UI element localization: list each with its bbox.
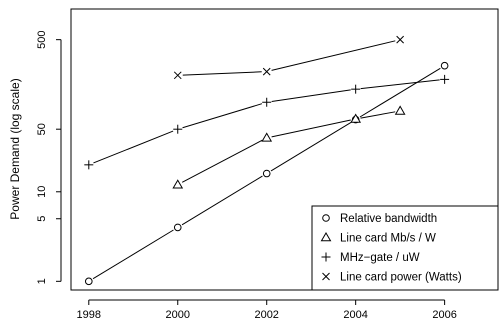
- series-layer: [84, 35, 450, 286]
- legend-marker: [322, 214, 330, 222]
- series-triangle: [172, 105, 406, 189]
- legend-item: Relative bandwidth: [322, 213, 437, 225]
- series-line-segment: [92, 229, 174, 280]
- series-line-segment: [271, 40, 396, 71]
- data-point: [394, 105, 406, 115]
- data-point: [262, 97, 272, 107]
- series-line-segment: [182, 103, 263, 129]
- axes: 1998 2000 2002 2004 2006 1 5 10 50 500: [36, 30, 457, 320]
- legend-label: MHz−gate / uW: [340, 252, 420, 264]
- x-tick-label: 1998: [77, 309, 101, 320]
- legend-item: MHz−gate / uW: [321, 252, 420, 264]
- data-point: [261, 132, 273, 142]
- legend-marker: [321, 252, 331, 262]
- x-tick-label: 2004: [343, 309, 367, 320]
- data-point: [173, 71, 182, 80]
- data-point: [440, 61, 449, 70]
- series-line-segment: [271, 89, 351, 103]
- legend-box: [311, 205, 499, 291]
- plot-frame: [70, 8, 499, 291]
- series-line-segment: [181, 139, 263, 183]
- legend-item: Line card Mb/s / W: [320, 231, 436, 245]
- y-axis-title: Power Demand (log scale): [8, 78, 22, 219]
- data-point: [172, 179, 184, 189]
- series-line-segment: [271, 119, 351, 138]
- data-point: [262, 67, 271, 76]
- series-plus: [84, 74, 450, 170]
- legend-label: Relative bandwidth: [340, 213, 437, 225]
- series-cross: [173, 35, 404, 80]
- legend-label: Line card power (Watts): [340, 272, 462, 284]
- series-line-segment: [270, 121, 352, 172]
- series-line-segment: [181, 175, 263, 226]
- y-tick-label: 10: [36, 186, 48, 198]
- legend-marker: [320, 231, 332, 242]
- legend-label: Line card Mb/s / W: [340, 233, 436, 245]
- data-point: [173, 223, 182, 232]
- y-tick-label: 1: [36, 278, 48, 284]
- series-line-segment: [93, 130, 174, 164]
- series-line-segment: [182, 71, 262, 76]
- y-tick-label: 500: [36, 30, 48, 48]
- data-point: [350, 113, 362, 123]
- x-tick-label: 2006: [432, 309, 456, 320]
- data-point: [396, 35, 404, 44]
- y-tick-label: 50: [36, 123, 48, 135]
- x-tick-label: 2000: [166, 309, 190, 320]
- legend-marker: [322, 272, 330, 281]
- series-line-segment: [360, 111, 396, 119]
- data-point: [440, 74, 450, 84]
- data-point: [173, 124, 183, 134]
- legend: Relative bandwidth Line card Mb/s / W MHz−…: [311, 205, 499, 291]
- x-tick-label: 2002: [254, 309, 278, 320]
- data-point: [351, 84, 361, 94]
- legend-item: Line card power (Watts): [322, 272, 462, 284]
- data-point: [84, 277, 93, 286]
- series-circle: [84, 61, 449, 286]
- series-line-segment: [359, 67, 441, 118]
- data-point: [84, 160, 94, 170]
- series-line-segment: [360, 79, 440, 90]
- data-point: [262, 169, 271, 178]
- y-tick-label: 5: [36, 216, 48, 222]
